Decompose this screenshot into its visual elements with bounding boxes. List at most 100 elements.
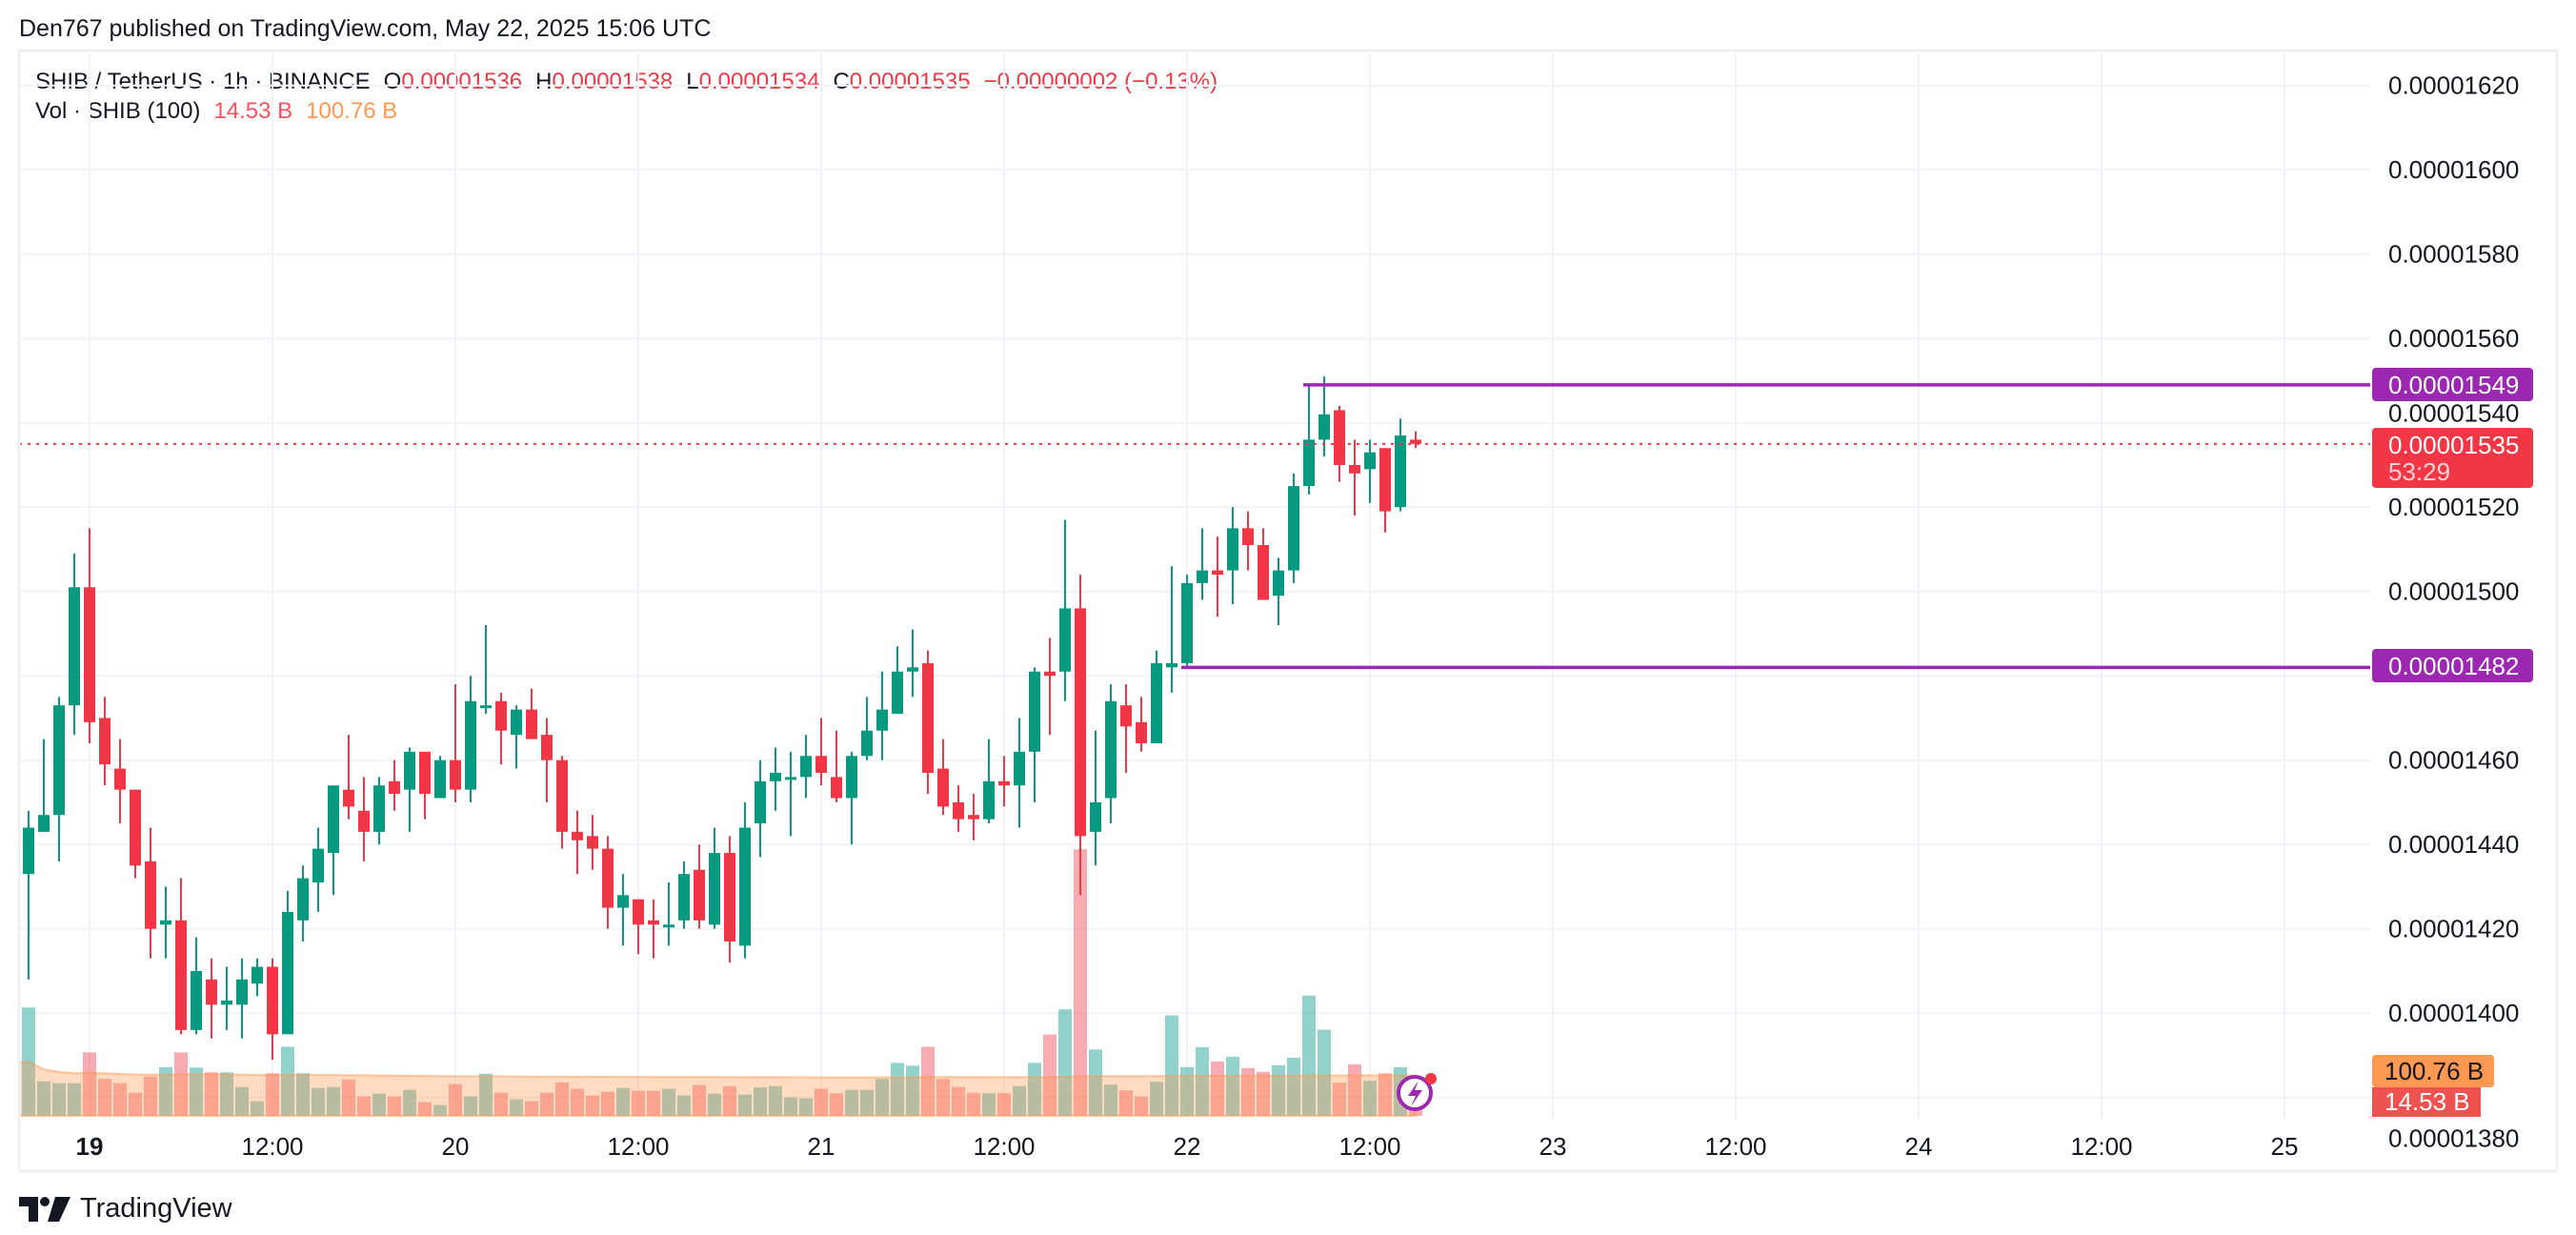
candle-up xyxy=(983,739,995,824)
candle-up xyxy=(69,553,80,736)
volume-bar xyxy=(891,1063,904,1116)
volume-bar xyxy=(266,1073,279,1116)
volume-bar xyxy=(403,1089,416,1116)
volume-bar xyxy=(1379,1073,1392,1116)
candle-body xyxy=(1166,662,1177,668)
change-value: −0.00000002 (−0.13%) xyxy=(983,69,1218,94)
candle-up xyxy=(1273,557,1284,626)
volume-bar xyxy=(159,1066,172,1116)
candle-body xyxy=(99,718,111,765)
candle-body xyxy=(1318,414,1330,440)
high-value: 0.00001538 xyxy=(552,69,674,94)
candle-up xyxy=(236,958,248,1039)
time-tick-label: 12:00 xyxy=(607,1132,669,1161)
volume-bar xyxy=(601,1091,614,1116)
tradingview-logo-text: TradingView xyxy=(80,1193,232,1224)
candle-body xyxy=(1364,452,1376,470)
candle-up xyxy=(892,646,903,715)
volume-bar xyxy=(1043,1034,1057,1116)
candle-body xyxy=(145,860,156,929)
candle-body xyxy=(1197,570,1208,583)
candle-down xyxy=(633,899,644,955)
volume-bar xyxy=(708,1093,721,1116)
volume-bar xyxy=(586,1095,599,1116)
volume-bar xyxy=(1150,1082,1163,1116)
candle-down xyxy=(556,756,568,849)
volume-bar xyxy=(98,1079,111,1116)
level-low-tag[interactable]: 0.00001482 xyxy=(2372,649,2533,682)
price-tick-label: 0.00001380 xyxy=(2388,1124,2519,1153)
candle-body xyxy=(343,789,354,807)
candle-down xyxy=(648,899,659,959)
price-tick-label: 0.00001520 xyxy=(2388,493,2519,521)
volume-bar xyxy=(52,1083,66,1116)
candle-body xyxy=(267,966,278,1035)
volume-legend: Vol · SHIB (100) 14.53 B 100.76 B xyxy=(35,98,397,125)
candle-wick xyxy=(515,705,517,769)
candle-down xyxy=(1136,697,1147,752)
candle-wick xyxy=(348,735,350,820)
candle-up xyxy=(465,676,476,802)
volume-bar xyxy=(1180,1066,1194,1116)
symbol-title[interactable]: SHIB / TetherUS · 1h · BINANCE xyxy=(35,69,371,94)
volume-bar xyxy=(1287,1057,1300,1116)
candle-up xyxy=(1166,566,1177,693)
candle-body xyxy=(1075,608,1086,837)
publish-info: Den767 published on TradingView.com, May… xyxy=(19,15,712,42)
candle-down xyxy=(1379,448,1391,533)
volume-bar xyxy=(723,1085,736,1116)
volume-bar xyxy=(144,1076,157,1116)
candle-body xyxy=(1273,570,1284,597)
last-price-tag[interactable]: 0.00001535 53:29 xyxy=(2372,428,2533,488)
candle-body xyxy=(1242,528,1254,546)
lightning-icon[interactable] xyxy=(1397,1073,1437,1111)
time-tick-label: 12:00 xyxy=(1704,1132,1766,1161)
price-tick-label: 0.00001400 xyxy=(2388,999,2519,1027)
horizontal-levels[interactable] xyxy=(1181,383,2370,670)
volume-title[interactable]: Vol · SHIB (100) xyxy=(35,98,201,124)
volume-bar xyxy=(738,1094,752,1116)
candle-up xyxy=(328,785,339,896)
candle-down xyxy=(1075,575,1086,896)
candle-body xyxy=(23,827,34,875)
tradingview-logo[interactable]: TradingView xyxy=(19,1193,232,1225)
volume-bar xyxy=(967,1092,980,1116)
time-tick-label: 21 xyxy=(808,1132,835,1161)
candle-up xyxy=(312,827,324,912)
candle-up xyxy=(160,886,171,959)
candle-body xyxy=(404,751,415,790)
volume-bar xyxy=(281,1046,294,1116)
volume-bar xyxy=(647,1090,660,1116)
close-label: C xyxy=(833,69,850,94)
price-tick-label: 0.00001580 xyxy=(2388,240,2519,269)
volume-bar xyxy=(860,1089,874,1116)
time-axis[interactable]: 19 12:00 20 12:00 21 12:00 22 12:00 23 12:00 24 12:… xyxy=(76,1132,2299,1161)
low-label: L xyxy=(686,69,699,94)
level-high-tag[interactable]: 0.00001549 xyxy=(2372,368,2533,401)
time-tick-label: 25 xyxy=(2271,1132,2299,1161)
candle-wick xyxy=(1171,566,1173,693)
candle-up xyxy=(221,966,232,1030)
candle-wick xyxy=(1217,537,1218,618)
candle-body xyxy=(1334,410,1345,465)
volume-bar xyxy=(555,1082,569,1116)
open-value: 0.00001536 xyxy=(401,69,523,94)
candle-body xyxy=(114,768,126,790)
candle-body xyxy=(633,899,644,925)
candle-wick xyxy=(1125,684,1127,773)
candle-body xyxy=(968,815,979,820)
candle-wick xyxy=(653,899,654,959)
candle-down xyxy=(831,730,842,802)
candle-body xyxy=(1288,486,1299,571)
candle-body xyxy=(724,853,735,941)
candle-body xyxy=(328,785,339,854)
volume-last-tag-text: 14.53 B xyxy=(2385,1087,2470,1116)
candle-down xyxy=(815,718,827,786)
candle-body xyxy=(800,756,812,778)
price-axis[interactable]: 0.00001620 0.00001600 0.00001580 0.00001560… xyxy=(2388,71,2519,1153)
candle-body xyxy=(892,671,903,715)
candle-up xyxy=(709,827,720,929)
bar-countdown: 53:29 xyxy=(2388,457,2450,486)
volume-bar xyxy=(312,1087,325,1116)
